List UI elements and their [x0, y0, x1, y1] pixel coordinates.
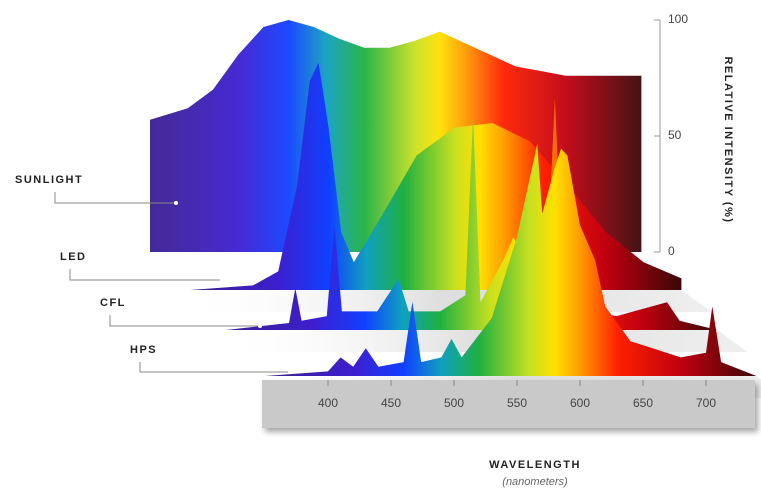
y-axis-label: RELATIVE INTENSITY (%): [722, 56, 734, 223]
leader-line: [109, 315, 260, 327]
x-axis-label: WAVELENGTH: [489, 459, 581, 471]
x-axis: 400 450 500 550 600 650 700: [318, 380, 716, 410]
spectrum-area: [265, 144, 757, 376]
x-tick-label: 700: [696, 396, 716, 410]
leader-dot: [220, 278, 224, 282]
y-tick-label: 100: [668, 12, 688, 26]
x-tick-label: 500: [444, 396, 464, 410]
x-tick-label: 550: [507, 396, 527, 410]
y-tick-label: 0: [668, 244, 675, 258]
spectrum-area: [226, 98, 718, 330]
leader-line: [54, 192, 176, 204]
x-axis-bar: [262, 380, 755, 428]
series-label: HPS: [130, 344, 157, 356]
leader-line: [69, 269, 222, 281]
x-tick-label: 600: [570, 396, 590, 410]
leader-dot: [258, 324, 262, 328]
x-axis-sublabel: (nanometers): [502, 476, 568, 488]
x-tick-label: 400: [318, 396, 338, 410]
y-tick-label: 50: [668, 128, 682, 142]
series-label: CFL: [100, 297, 126, 309]
leader-dot: [288, 370, 292, 374]
series-label: LED: [60, 251, 87, 263]
spectra: [150, 20, 761, 398]
leader-dot: [174, 201, 178, 205]
leader-line: [139, 362, 290, 373]
x-tick-label: 450: [381, 396, 401, 410]
x-tick-label: 650: [633, 396, 653, 410]
series-label: SUNLIGHT: [15, 174, 83, 186]
